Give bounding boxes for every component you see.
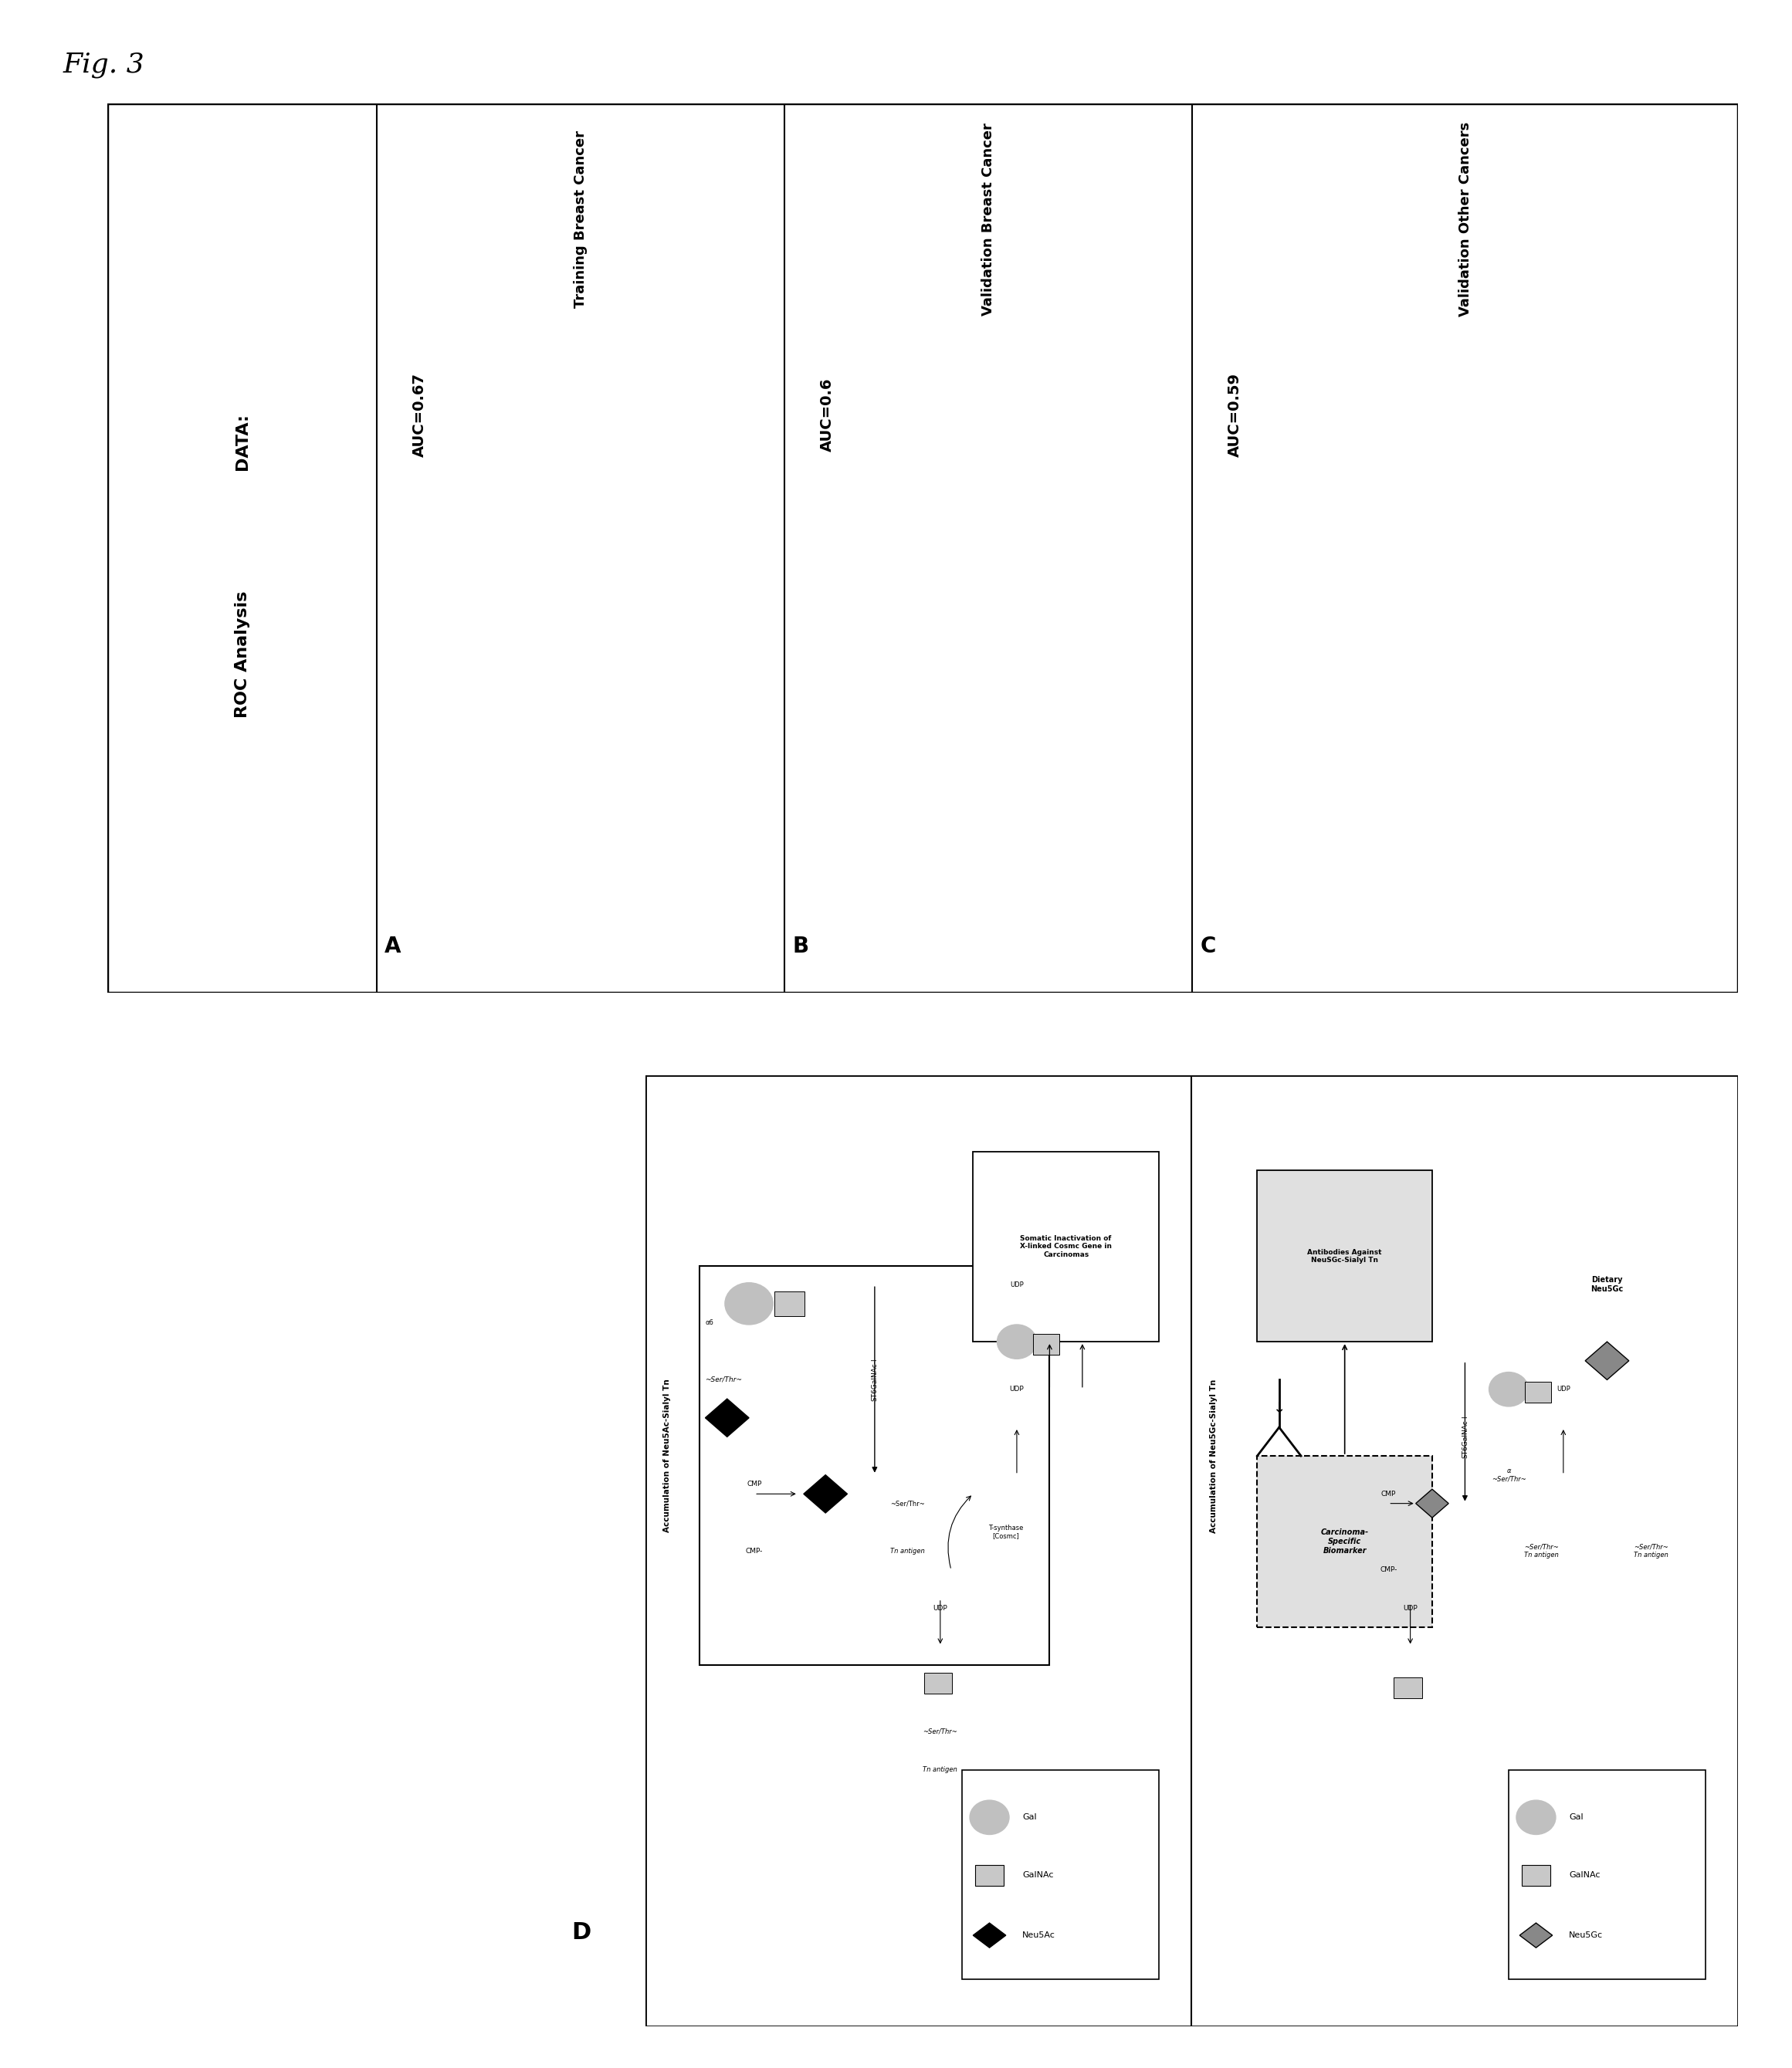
Text: Gal: Gal	[1568, 1814, 1582, 1822]
Text: GalNAc: GalNAc	[1021, 1872, 1054, 1880]
Text: DATA:: DATA:	[235, 414, 249, 469]
Text: Neu5Gc: Neu5Gc	[1568, 1932, 1602, 1940]
Text: ~Ser/Thr~
Tn antigen: ~Ser/Thr~ Tn antigen	[1525, 1543, 1559, 1559]
Text: ROC Analysis: ROC Analysis	[235, 591, 249, 718]
Text: UDP: UDP	[1403, 1605, 1417, 1611]
Text: CMP: CMP	[1382, 1491, 1396, 1497]
Text: Validation Other Cancers: Validation Other Cancers	[1459, 122, 1471, 316]
X-axis label: Sensitivity: Sensitivity	[607, 883, 659, 893]
Circle shape	[726, 1282, 772, 1326]
Text: Somatic Inactivation of
X-linked Cosmc Gene in
Carcinomas: Somatic Inactivation of X-linked Cosmc G…	[1020, 1235, 1111, 1257]
Circle shape	[1489, 1373, 1529, 1406]
Bar	[1258, 1170, 1432, 1342]
Text: C: C	[1201, 935, 1215, 957]
Bar	[925, 1673, 952, 1694]
Text: Antibodies Against
NeuSGc-Sialyl Tn: Antibodies Against NeuSGc-Sialyl Tn	[1308, 1249, 1382, 1264]
Text: ~Ser/Thr~
Tn antigen: ~Ser/Thr~ Tn antigen	[1634, 1543, 1668, 1559]
Text: ~Ser/Thr~: ~Ser/Thr~	[891, 1499, 925, 1508]
Polygon shape	[1586, 1342, 1629, 1379]
Text: CMP-: CMP-	[1380, 1568, 1398, 1574]
Text: Accumulation of Neu5Gc-Sialyl Tn: Accumulation of Neu5Gc-Sialyl Tn	[1210, 1379, 1217, 1532]
Text: ↓: ↓	[1272, 1400, 1285, 1417]
Bar	[1394, 1677, 1423, 1698]
Text: A: A	[385, 935, 401, 957]
Text: AUC=0.6: AUC=0.6	[821, 378, 835, 451]
Text: UDP: UDP	[1009, 1386, 1023, 1392]
Bar	[1525, 1381, 1552, 1402]
Bar	[962, 1770, 1159, 1979]
Text: UDP: UDP	[1557, 1386, 1570, 1392]
Bar	[774, 1290, 805, 1315]
Polygon shape	[973, 1923, 1005, 1948]
Text: D: D	[572, 1921, 591, 1944]
Text: Dietary
Neu5Gc: Dietary Neu5Gc	[1591, 1276, 1624, 1292]
Text: Carcinoma-
Specific
Biomarker: Carcinoma- Specific Biomarker	[1321, 1528, 1369, 1555]
Text: AUC=0.59: AUC=0.59	[1228, 372, 1242, 457]
Y-axis label: Specificity: Specificity	[1726, 531, 1736, 581]
Polygon shape	[803, 1474, 848, 1514]
Text: CMP: CMP	[747, 1481, 762, 1487]
Text: T-synthase
[Cosmc]: T-synthase [Cosmc]	[989, 1524, 1023, 1539]
Polygon shape	[1520, 1923, 1552, 1948]
Text: Training Breast Cancer: Training Breast Cancer	[573, 130, 588, 308]
Text: Tn antigen: Tn antigen	[891, 1547, 925, 1555]
Circle shape	[1516, 1801, 1555, 1834]
Bar	[973, 1152, 1159, 1342]
Text: ST6GalNAc-I: ST6GalNAc-I	[1462, 1415, 1468, 1458]
Bar	[1509, 1770, 1706, 1979]
Bar	[1258, 1456, 1432, 1628]
Bar	[699, 1266, 1050, 1665]
Polygon shape	[1416, 1489, 1448, 1518]
Text: Gal: Gal	[1021, 1814, 1036, 1822]
Y-axis label: Specificity: Specificity	[1188, 531, 1199, 581]
Text: CMP-: CMP-	[745, 1547, 763, 1555]
X-axis label: Sensitivity: Sensitivity	[1511, 883, 1561, 893]
Y-axis label: Specificity: Specificity	[781, 531, 790, 581]
Bar	[975, 1865, 1004, 1886]
Bar	[1034, 1334, 1059, 1355]
Text: α
~Ser/Thr~: α ~Ser/Thr~	[1491, 1468, 1527, 1483]
Text: ST6GalNAc-I: ST6GalNAc-I	[871, 1359, 878, 1402]
Text: Neu5Ac: Neu5Ac	[1021, 1932, 1055, 1940]
Circle shape	[996, 1326, 1036, 1359]
Text: B: B	[792, 935, 808, 957]
Bar	[1521, 1865, 1550, 1886]
X-axis label: Sensitivity: Sensitivity	[1016, 883, 1066, 893]
Text: Tn antigen: Tn antigen	[923, 1766, 957, 1772]
Text: Validation Breast Cancer: Validation Breast Cancer	[982, 122, 995, 316]
Polygon shape	[706, 1398, 749, 1437]
Text: ~Ser/Thr~: ~Ser/Thr~	[923, 1729, 957, 1735]
Text: α6: α6	[706, 1319, 713, 1326]
Text: GalNAc: GalNAc	[1568, 1872, 1600, 1880]
Text: ~Ser/Thr~: ~Ser/Thr~	[706, 1377, 742, 1383]
Text: Accumulation of Neu5Ac-Sialyl Tn: Accumulation of Neu5Ac-Sialyl Tn	[663, 1379, 670, 1532]
Text: AUC=0.67: AUC=0.67	[412, 372, 426, 457]
Text: Fig. 3: Fig. 3	[63, 52, 145, 79]
Circle shape	[969, 1801, 1009, 1834]
Text: UDP: UDP	[934, 1605, 948, 1611]
Text: UDP: UDP	[1011, 1282, 1023, 1288]
